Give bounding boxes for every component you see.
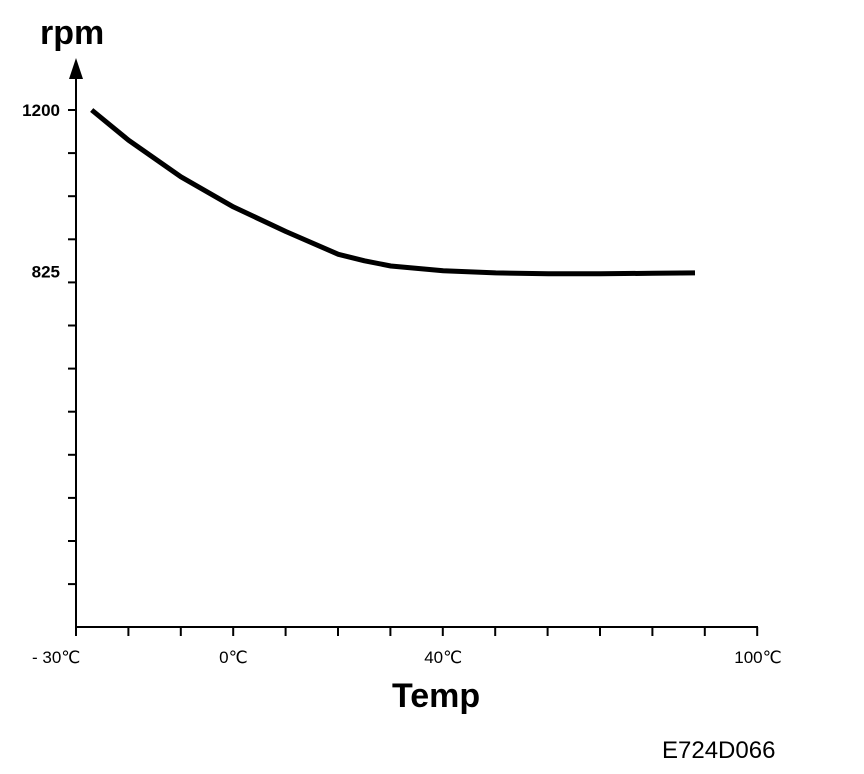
x-tick-label: 100℃ bbox=[734, 648, 781, 667]
y-axis-arrow bbox=[69, 58, 83, 79]
axes bbox=[69, 58, 758, 628]
x-tick-label: 0℃ bbox=[219, 648, 248, 667]
x-axis-label: Temp bbox=[392, 677, 480, 715]
y-tick-labels: 1200 825 bbox=[22, 101, 60, 282]
y-tick-label: 825 bbox=[32, 263, 60, 282]
x-tick-label: 40℃ bbox=[424, 648, 462, 667]
x-tick-label: - 30℃ bbox=[32, 648, 80, 667]
x-tick-labels: - 30℃ 0℃ 40℃ 100℃ bbox=[32, 648, 782, 667]
minor-ticks bbox=[68, 109, 759, 636]
y-axis-label: rpm bbox=[40, 14, 104, 52]
figure-code: E724D066 bbox=[662, 737, 775, 764]
series-0-line bbox=[90, 108, 696, 277]
y-tick-label: 1200 bbox=[22, 101, 60, 120]
